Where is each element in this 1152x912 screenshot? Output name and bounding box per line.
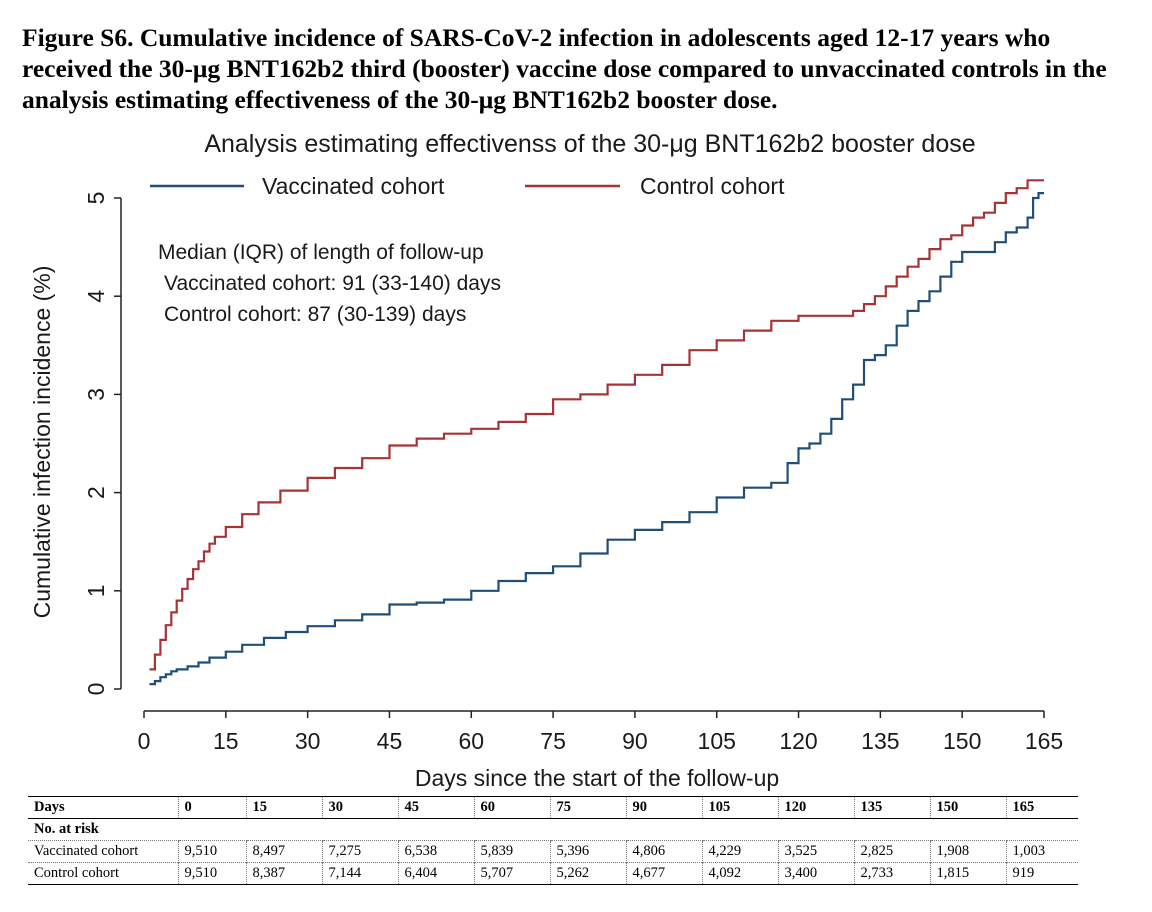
risk-table-subheader-empty-1 bbox=[246, 819, 322, 841]
x-tick-label-2: 30 bbox=[295, 728, 321, 754]
risk-table-row-label: Vaccinated cohort bbox=[28, 840, 178, 863]
x-tick-label-0: 0 bbox=[138, 728, 151, 754]
risk-table-header-row: Days 0 15 30 45 60 75 90 105 120 135 150 165 bbox=[28, 796, 1078, 819]
risk-table-day-1: 15 bbox=[245, 796, 322, 819]
risk-table-cell: 9,510 bbox=[177, 862, 246, 885]
risk-table-cell: 2,825 bbox=[853, 840, 930, 863]
risk-table-day-9: 135 bbox=[853, 796, 930, 819]
risk-table-subheader-empty-11 bbox=[1006, 819, 1078, 841]
risk-table-subheader-empty-10 bbox=[930, 819, 1006, 841]
risk-table-day-0: 0 bbox=[177, 796, 246, 819]
risk-table-subheader-empty-4 bbox=[474, 819, 550, 841]
risk-table-cell: 3,400 bbox=[777, 862, 854, 885]
risk-table-day-2: 30 bbox=[321, 796, 398, 819]
risk-table-cell: 5,839 bbox=[473, 840, 550, 863]
risk-table-cell: 4,092 bbox=[701, 862, 778, 885]
risk-table-subheader: No. at risk bbox=[34, 821, 99, 837]
cumulative-incidence-chart: Analysis estimating effectivenss of the … bbox=[29, 130, 1063, 791]
risk-table-cell: 6,538 bbox=[397, 840, 474, 863]
risk-table-day-5: 75 bbox=[549, 796, 626, 819]
risk-table-cell: 3,525 bbox=[777, 840, 854, 863]
table-row: Vaccinated cohort 9,510 8,497 7,275 6,538 5,8… bbox=[28, 840, 1078, 863]
annotation-line-2: Vaccinated cohort: 91 (33-140) days bbox=[164, 272, 501, 295]
risk-table-day-10: 150 bbox=[929, 796, 1006, 819]
x-axis-label: Days since the start of the follow-up bbox=[415, 765, 779, 791]
risk-table-cell: 5,396 bbox=[549, 840, 626, 863]
x-tick-label-9: 135 bbox=[861, 728, 899, 754]
risk-table-header-label: Days bbox=[28, 796, 178, 819]
risk-table-cell: 8,387 bbox=[245, 862, 322, 885]
series-line-control bbox=[149, 179, 1044, 671]
annotation-line-1: Median (IQR) of length of follow-up bbox=[158, 241, 484, 264]
risk-table-cell: 1,003 bbox=[1005, 840, 1078, 863]
legend-label-control: Control cohort bbox=[640, 173, 785, 199]
risk-table-subheader-empty-3 bbox=[398, 819, 474, 841]
x-tick-label-1: 15 bbox=[213, 728, 239, 754]
risk-table-subheader-empty-5 bbox=[550, 819, 626, 841]
risk-table-day-3: 45 bbox=[397, 796, 474, 819]
risk-table-day-4: 60 bbox=[473, 796, 550, 819]
x-tick-label-8: 120 bbox=[779, 728, 817, 754]
legend: Vaccinated cohort Control cohort bbox=[150, 173, 785, 199]
y-tick-label-2: 2 bbox=[83, 486, 109, 499]
y-tick-label-1: 1 bbox=[83, 584, 109, 597]
y-tick-label-4: 4 bbox=[83, 290, 109, 303]
series-line-vaccinated bbox=[149, 192, 1044, 686]
annotation-line-3: Control cohort: 87 (30-139) days bbox=[164, 303, 466, 326]
risk-table-cell: 5,262 bbox=[549, 862, 626, 885]
y-tick-label-0: 0 bbox=[83, 683, 109, 696]
x-tick-label-11: 165 bbox=[1025, 728, 1063, 754]
risk-table-subheader-row: No. at risk bbox=[28, 819, 1078, 841]
risk-table-cell: 4,229 bbox=[701, 840, 778, 863]
risk-table-subheader-empty-0 bbox=[178, 819, 246, 841]
risk-table-day-8: 120 bbox=[777, 796, 854, 819]
risk-table-day-7: 105 bbox=[701, 796, 778, 819]
risk-table-cell: 1,815 bbox=[929, 862, 1006, 885]
risk-table-subheader-empty-9 bbox=[854, 819, 930, 841]
x-tick-label-3: 45 bbox=[377, 728, 403, 754]
risk-table-cell: 9,510 bbox=[177, 840, 246, 863]
risk-table-cell: 6,404 bbox=[397, 862, 474, 885]
follow-up-annotation: Median (IQR) of length of follow-up Vacc… bbox=[158, 241, 501, 326]
x-tick-label-4: 60 bbox=[458, 728, 484, 754]
risk-table-cell: 919 bbox=[1005, 862, 1078, 885]
risk-table-day-11: 165 bbox=[1005, 796, 1078, 819]
legend-label-vaccinated: Vaccinated cohort bbox=[262, 173, 445, 199]
y-tick-label-3: 3 bbox=[83, 388, 109, 401]
risk-table-cell: 1,908 bbox=[929, 840, 1006, 863]
risk-table-cell: 7,144 bbox=[321, 862, 398, 885]
number-at-risk-table: Days 0 15 30 45 60 75 90 105 120 135 150 165 No. at r… bbox=[28, 796, 1078, 885]
x-tick-label-10: 150 bbox=[943, 728, 981, 754]
risk-table-cell: 4,677 bbox=[625, 862, 702, 885]
risk-table-cell: 7,275 bbox=[321, 840, 398, 863]
y-axis-label: Cumulative infection incidence (%) bbox=[29, 266, 55, 619]
series-lines bbox=[149, 179, 1044, 686]
risk-table-day-6: 90 bbox=[625, 796, 702, 819]
risk-table-row-label: Control cohort bbox=[28, 862, 178, 885]
table-row: Control cohort 9,510 8,387 7,144 6,404 5,707 5… bbox=[28, 862, 1078, 885]
risk-table-cell: 2,733 bbox=[853, 862, 930, 885]
chart-title: Analysis estimating effectivenss of the … bbox=[204, 130, 975, 158]
risk-table-cell: 8,497 bbox=[245, 840, 322, 863]
y-tick-label-5: 5 bbox=[83, 192, 109, 205]
figure-caption: Figure S6. Cumulative incidence of SARS-… bbox=[22, 23, 1107, 114]
x-tick-label-7: 105 bbox=[698, 728, 736, 754]
x-tick-label-5: 75 bbox=[540, 728, 566, 754]
risk-table-cell: 5,707 bbox=[473, 862, 550, 885]
risk-table-subheader-empty-2 bbox=[322, 819, 398, 841]
risk-table-subheader-empty-6 bbox=[626, 819, 702, 841]
x-tick-label-6: 90 bbox=[622, 728, 648, 754]
risk-table-cell: 4,806 bbox=[625, 840, 702, 863]
risk-table-subheader-empty-8 bbox=[778, 819, 854, 841]
risk-table-subheader-empty-7 bbox=[702, 819, 778, 841]
